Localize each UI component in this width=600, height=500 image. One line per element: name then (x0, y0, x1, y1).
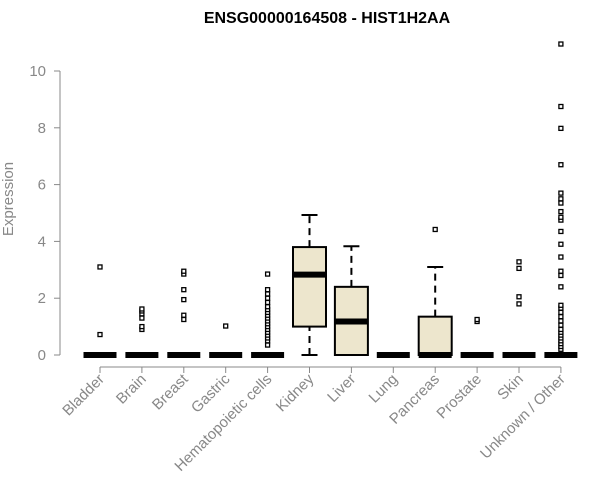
outlier-point (432, 226, 438, 233)
y-tick-label: 8 (38, 120, 46, 137)
outlier-point (139, 323, 145, 330)
outlier-point (558, 309, 564, 316)
chart-title: ENSG00000164508 - HIST1H2AA (204, 10, 451, 27)
outlier-point (558, 208, 564, 215)
outlier-point (558, 41, 564, 47)
outlier-point (181, 287, 187, 293)
box-group (251, 271, 285, 358)
outlier-point (558, 268, 564, 274)
outlier-point (516, 259, 522, 265)
outlier-point (558, 200, 564, 206)
outlier-point (558, 284, 564, 290)
outlier-point (181, 312, 187, 318)
outlier-point (139, 306, 145, 312)
y-axis-label: Expression (0, 162, 17, 236)
x-tick-label: Liver (324, 371, 359, 406)
outlier-point (558, 228, 564, 235)
y-tick-label: 4 (38, 233, 46, 250)
outlier-point (516, 301, 522, 307)
outlier-point (558, 322, 564, 328)
box-iqr (292, 246, 327, 328)
y-axis: 0 2 4 6 8 10 (29, 63, 61, 364)
outlier-point (558, 241, 564, 247)
outlier-point (558, 196, 564, 202)
outlier-point (516, 265, 522, 272)
outlier-point (558, 162, 564, 168)
outlier-point (516, 294, 522, 300)
box-group (292, 213, 327, 356)
box-group (544, 41, 578, 358)
y-tick-label: 2 (38, 290, 46, 307)
box-group (502, 259, 536, 358)
box-group (167, 268, 201, 358)
x-tick-label: Skin (494, 371, 527, 404)
box-group (125, 306, 159, 358)
box-group (460, 316, 494, 358)
x-tick-label: Prostate (433, 371, 485, 423)
x-tick-label: Kidney (273, 370, 318, 415)
y-tick-label: 10 (29, 63, 46, 80)
outlier-point (181, 296, 187, 303)
outlier-point (558, 254, 564, 260)
box-group (209, 323, 243, 358)
boxes-layer (83, 41, 578, 358)
x-tick-label: Bladder (59, 371, 108, 420)
box-group (333, 245, 369, 356)
box-iqr (417, 315, 453, 357)
outlier-point (97, 331, 103, 338)
outlier-point (558, 214, 564, 220)
outlier-point (264, 295, 271, 301)
outlier-point (558, 302, 564, 308)
outlier-point (558, 190, 564, 196)
outlier-point (264, 287, 271, 293)
outlier-point (97, 264, 103, 270)
outlier-point (181, 316, 187, 323)
outlier-point (558, 272, 564, 279)
outlier-point (264, 299, 271, 306)
outlier-point (558, 314, 564, 320)
x-tick-label: Brain (113, 371, 150, 408)
x-tick-label: Lung (366, 371, 402, 407)
y-tick-label: 6 (38, 177, 46, 194)
outlier-point (264, 271, 271, 277)
box-group (417, 226, 453, 358)
outlier-point (264, 304, 271, 310)
outlier-point (558, 318, 564, 324)
outlier-point (181, 268, 187, 274)
x-tick-label: Breast (149, 370, 192, 413)
outlier-point (264, 342, 271, 348)
outlier-point (558, 326, 564, 333)
outlier-point (264, 291, 271, 297)
y-tick-label: 0 (38, 347, 46, 364)
outlier-point (474, 316, 480, 323)
outlier-point (139, 315, 145, 321)
box-group (83, 264, 117, 358)
outlier-point (558, 103, 564, 110)
outlier-point (558, 125, 564, 132)
outlier-point (223, 323, 229, 329)
